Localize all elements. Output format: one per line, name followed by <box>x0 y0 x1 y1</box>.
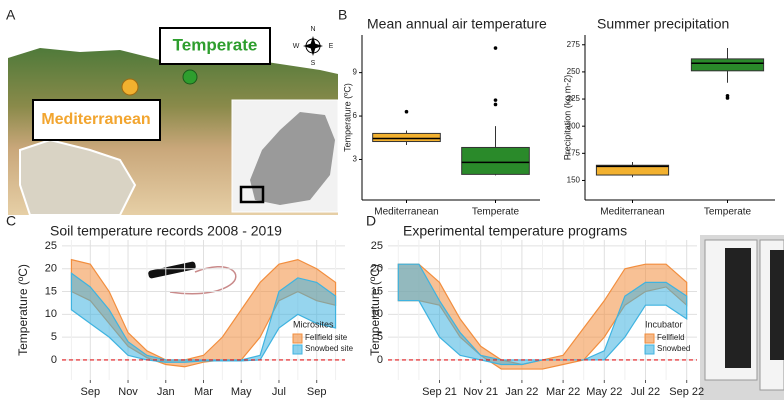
x-tick-label: Sep 21 <box>422 386 457 398</box>
legend-label: Fellfield <box>657 333 685 342</box>
map-region <box>19 138 137 216</box>
y-axis-label: Temperature (ºC) <box>342 83 352 152</box>
legend-label: Snowbed site <box>305 344 354 353</box>
y-tick-label: 25 <box>45 240 57 252</box>
y-tick-label: 0 <box>377 354 383 366</box>
y-tick-label: 200 <box>567 121 581 130</box>
x-tick-label: Mediterranean <box>600 207 664 218</box>
box <box>461 146 530 175</box>
y-tick-label: 15 <box>371 285 383 297</box>
compass: N S W E <box>293 26 334 67</box>
y-tick-label: 150 <box>567 176 581 185</box>
y-tick-label: 9 <box>353 68 358 77</box>
y-tick-label: 5 <box>51 331 57 343</box>
y-tick-label: 250 <box>567 67 581 76</box>
y-tick-label: 15 <box>45 285 57 297</box>
chart-title: Soil temperature records 2008 - 2019 <box>50 223 282 239</box>
y-tick-label: 5 <box>377 331 383 343</box>
y-tick-label: 20 <box>371 263 383 275</box>
y-tick-label: 10 <box>45 308 57 320</box>
x-tick-label: Jan <box>157 386 175 398</box>
x-tick-label: Sep 22 <box>669 386 704 398</box>
legend-swatch <box>644 333 655 344</box>
x-tick-label: Temperate <box>704 207 752 218</box>
legend-label: Snowbed <box>657 344 690 353</box>
sensor-wire <box>169 266 237 295</box>
x-tick-label: Nov 21 <box>463 386 498 398</box>
legend-title: Microsites <box>293 319 334 329</box>
incubator-window <box>725 248 751 368</box>
x-tick-label: Mar 22 <box>546 386 580 398</box>
x-tick-label: Jan 22 <box>505 386 538 398</box>
map: Temperate Mediterranean N S W E <box>8 26 339 216</box>
sensor-photo <box>148 261 237 295</box>
legend-swatch <box>292 333 303 344</box>
panel-label: A <box>6 7 16 23</box>
legend-title: Incubator <box>645 319 683 329</box>
y-axis-label: Temperature (ºC) <box>16 264 30 356</box>
panel-label: D <box>366 213 376 229</box>
outlier <box>725 93 730 98</box>
compass-label: S <box>311 60 316 67</box>
panel-label: B <box>338 7 347 23</box>
outlier <box>493 98 498 102</box>
y-tick-label: 10 <box>371 308 383 320</box>
compass-label: N <box>310 26 315 33</box>
map-label: Temperate <box>173 35 258 54</box>
y-tick-label: 225 <box>567 94 581 103</box>
legend-swatch <box>292 344 303 355</box>
outlier <box>493 46 498 50</box>
site-marker <box>121 78 139 96</box>
compass-label: E <box>329 43 334 50</box>
y-tick-label: 175 <box>567 148 581 157</box>
chart-title: Summer precipitation <box>597 16 729 32</box>
sensor-body <box>148 261 196 279</box>
x-tick-label: Temperate <box>472 207 520 218</box>
europe <box>250 112 335 205</box>
x-tick-label: Jul 22 <box>631 386 660 398</box>
x-tick-label: Sep <box>307 386 327 398</box>
inset-box <box>239 185 265 204</box>
y-tick-label: 3 <box>353 155 358 164</box>
map-label: Mediterranean <box>41 111 150 128</box>
y-tick-label: 275 <box>567 40 581 49</box>
x-tick-label: May 22 <box>586 386 622 398</box>
y-tick-label: 25 <box>371 240 383 252</box>
x-tick-label: May <box>231 386 252 398</box>
label-box <box>159 27 271 65</box>
incubator-photo <box>700 235 784 400</box>
outlier <box>404 109 409 114</box>
site-marker <box>182 69 198 85</box>
y-tick-label: 20 <box>45 263 57 275</box>
incubator-window <box>770 250 784 360</box>
compass-rose <box>303 36 323 56</box>
x-tick-label: Nov <box>118 386 138 398</box>
panel-label: C <box>6 213 16 229</box>
outlier <box>493 102 498 107</box>
label-box <box>32 99 161 141</box>
box <box>372 132 441 143</box>
box <box>595 164 670 176</box>
chart-title: Experimental temperature programs <box>403 223 627 239</box>
x-tick-label: Jul <box>272 386 286 398</box>
box <box>690 58 765 72</box>
y-tick-label: 6 <box>353 111 358 120</box>
legend-label: Fellfield site <box>305 333 348 342</box>
y-axis-label: Temperature (ºC) <box>368 264 382 356</box>
legend-swatch <box>644 344 655 355</box>
x-tick-label: Sep <box>81 386 101 398</box>
y-axis-label: Precipitation (kg m-2) <box>562 75 572 161</box>
compass-label: W <box>293 43 300 50</box>
x-tick-label: Mediterranean <box>374 207 438 218</box>
y-tick-label: 0 <box>51 354 57 366</box>
x-tick-label: Mar <box>194 386 213 398</box>
chart-title: Mean annual air temperature <box>367 16 547 32</box>
